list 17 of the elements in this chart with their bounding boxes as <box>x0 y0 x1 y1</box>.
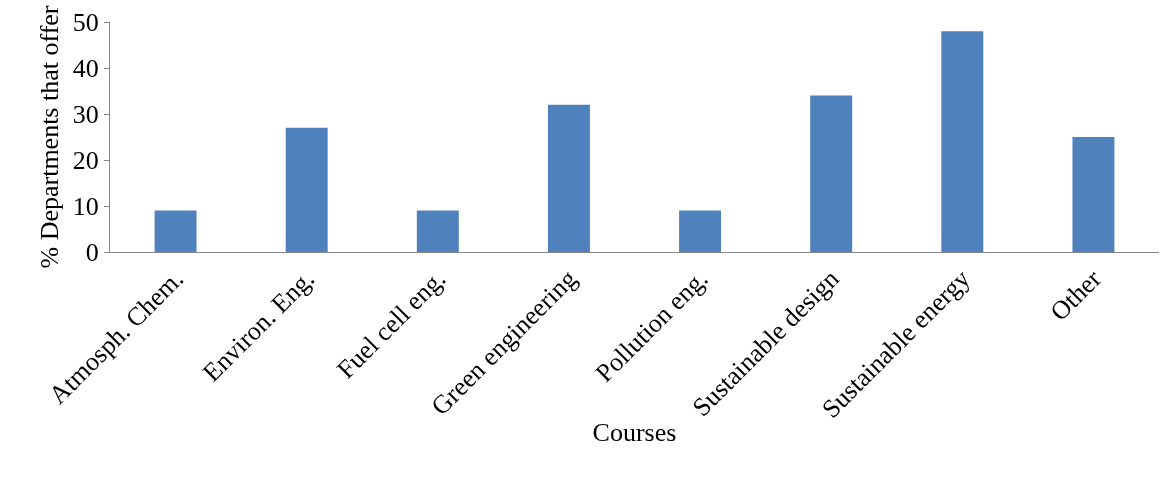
bar <box>154 210 197 252</box>
y-tick-label: 40 <box>72 54 99 84</box>
bar <box>1072 137 1115 252</box>
bar <box>941 31 984 252</box>
bar <box>285 127 328 252</box>
bar <box>547 104 590 252</box>
y-tick-label: 0 <box>85 238 99 268</box>
x-tick-label: Fuel cell eng. <box>331 264 452 385</box>
y-tick-label: 50 <box>72 8 99 38</box>
bar <box>810 95 853 252</box>
y-tick-label: 30 <box>72 100 99 130</box>
y-axis-title: % Departments that offer <box>35 5 65 269</box>
bar <box>679 210 722 252</box>
x-axis-title: Courses <box>592 418 677 448</box>
bar <box>416 210 459 252</box>
y-tick-label: 10 <box>72 192 99 222</box>
y-tick-label: 20 <box>72 146 99 176</box>
